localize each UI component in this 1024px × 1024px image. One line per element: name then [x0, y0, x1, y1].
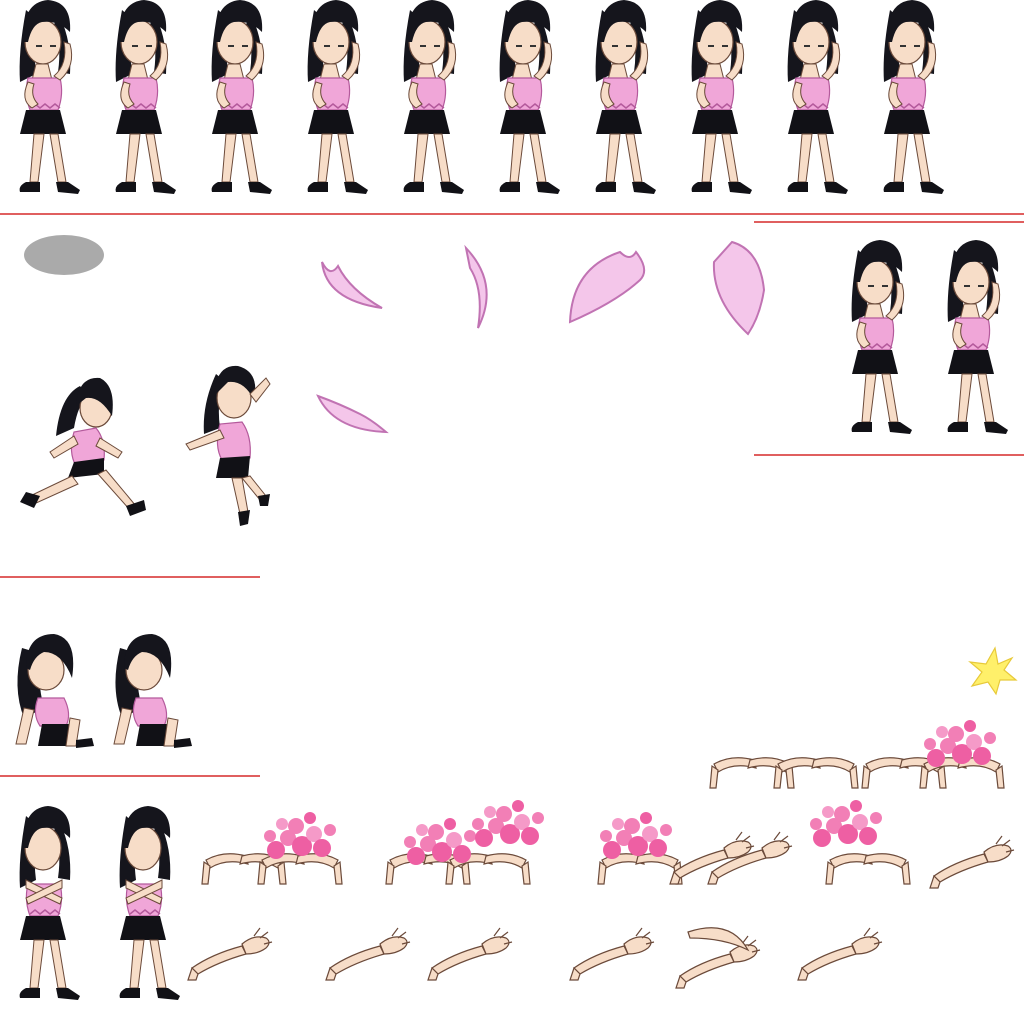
- petal: [321, 261, 383, 309]
- ground-shadow: [24, 235, 104, 275]
- blossom-burst: [810, 800, 882, 847]
- sprite-frame: [427, 927, 513, 981]
- sprite-frame: [850, 239, 913, 435]
- petal: [464, 244, 488, 329]
- sprite-frame: [113, 633, 193, 749]
- sprite-frame: [210, 0, 273, 195]
- down-frames: [15, 633, 193, 749]
- sprite-frame: [498, 0, 561, 195]
- blossom-burst: [264, 812, 336, 859]
- sprite-frame: [114, 0, 177, 195]
- move-frames: [19, 365, 271, 527]
- petal: [568, 250, 646, 324]
- sprite-frame: [257, 853, 343, 885]
- sprite-frame: [306, 0, 369, 195]
- sprite-frame: [569, 927, 655, 981]
- petal: [712, 240, 766, 336]
- cast-frames: [18, 805, 181, 1001]
- sprite-frame: [825, 853, 911, 885]
- sprite-frame: [786, 0, 849, 195]
- sprite-frame: [187, 927, 273, 981]
- sprite-frame: [19, 377, 147, 517]
- sprite-frame: [402, 0, 465, 195]
- sprite-frame: [18, 805, 81, 1001]
- sprite-frame: [15, 633, 95, 749]
- blossom-burst: [924, 720, 996, 767]
- sprite-frame: [18, 0, 82, 195]
- blossom-burst: [404, 818, 476, 865]
- sprite-frame: [675, 935, 761, 989]
- blossom-burst: [600, 812, 672, 859]
- divider-lines: [0, 213, 1024, 777]
- arms-effect: [187, 720, 1015, 989]
- sprite-frame: [946, 239, 1009, 435]
- idle-row: [18, 0, 945, 195]
- sprite-frame: [594, 0, 657, 195]
- petal-frames: [316, 240, 766, 434]
- sprite-frame: [797, 927, 883, 981]
- motion-streak: [687, 927, 750, 952]
- blossom-burst: [472, 800, 544, 847]
- petal: [316, 394, 389, 434]
- hit-spark: [968, 646, 1018, 696]
- sprite-frame: [185, 365, 271, 527]
- sprite-frame: [882, 0, 945, 195]
- sprite-frame: [118, 805, 181, 1001]
- sprite-frame: [690, 0, 753, 195]
- sprite-frame: [929, 835, 1015, 889]
- sprite-frame: [325, 927, 411, 981]
- idle-pair: [850, 239, 1009, 435]
